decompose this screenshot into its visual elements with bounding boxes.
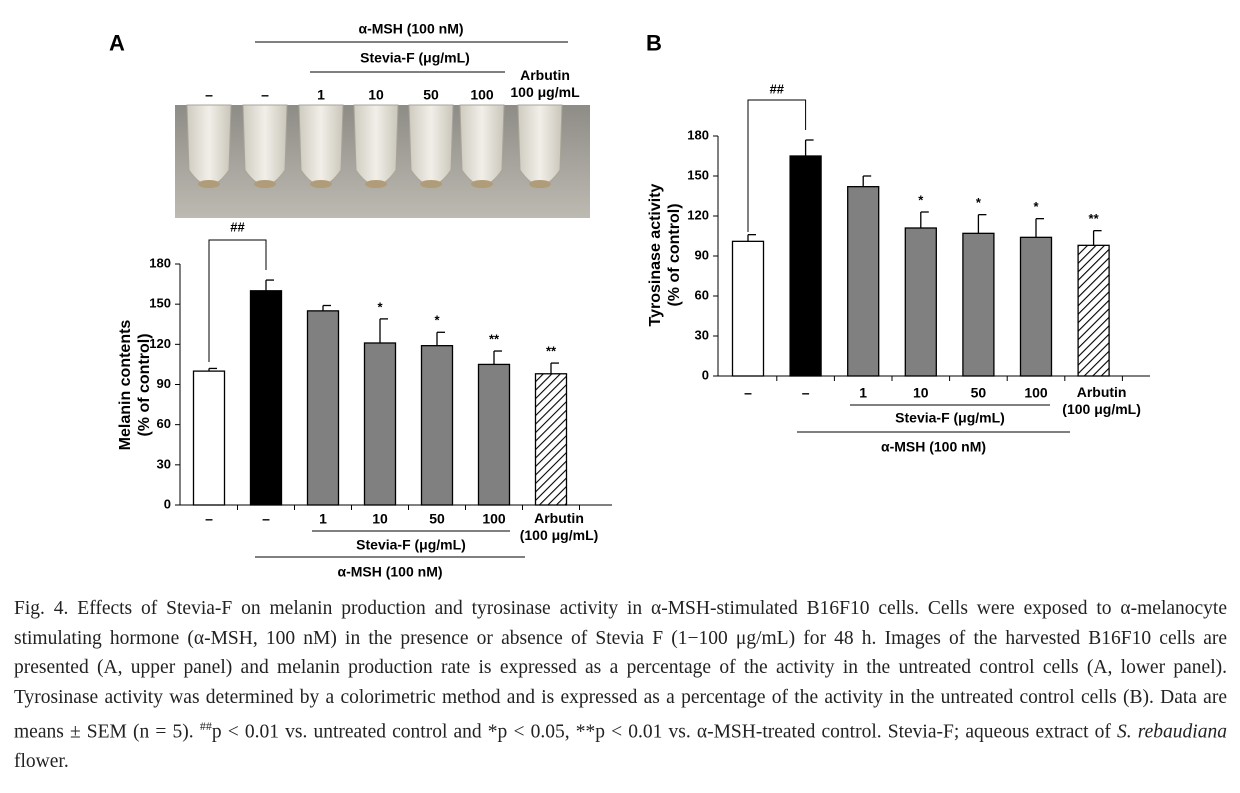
bar	[1077, 244, 1110, 377]
significance-label: **	[1089, 211, 1100, 226]
tube	[517, 104, 563, 186]
bar	[731, 240, 765, 377]
x-tick-label: 10	[913, 384, 929, 401]
bracket-label: ##	[770, 81, 785, 96]
lane-label: Arbutin 100 μg/mL	[510, 67, 580, 100]
y-tick-label: 30	[695, 327, 709, 342]
y-tick-label: 180	[149, 255, 171, 270]
bar	[534, 373, 568, 506]
cell-pellet	[310, 180, 332, 188]
cell-pellet	[198, 180, 220, 188]
x-tick-label: 100	[482, 510, 506, 527]
tube	[186, 104, 232, 186]
bar	[249, 290, 283, 506]
y-tick-label: 120	[687, 207, 709, 222]
x-tick-label: 50	[429, 510, 445, 527]
y-tick-label: 30	[157, 456, 171, 471]
significance-label: **	[546, 344, 557, 359]
lane-label: 1	[317, 86, 325, 103]
y-tick-label: 0	[702, 367, 709, 382]
bar	[477, 363, 511, 506]
caption-text: flower.	[14, 751, 69, 773]
cell-pellet	[254, 180, 276, 188]
tube	[353, 104, 399, 186]
caption: Fig. 4. Effects of Stevia-F on melanin p…	[14, 594, 1227, 777]
bar	[904, 227, 937, 377]
tube	[298, 104, 344, 186]
cell-pellet	[365, 180, 387, 188]
caption-text: p < 0.01 vs. untreated control and *p < …	[211, 721, 1118, 743]
bar	[789, 155, 822, 377]
x-tick-label: –	[262, 510, 270, 527]
significance-label: *	[918, 192, 924, 207]
group-label: Stevia-F (μg/mL)	[356, 536, 466, 553]
y-tick-label: 0	[164, 496, 171, 511]
x-tick-label: –	[744, 384, 752, 401]
x-tick-label: 10	[372, 510, 388, 527]
bracket	[747, 99, 807, 232]
treatment-label: α-MSH (100 nM)	[337, 563, 443, 580]
caption-species: S. rebaudiana	[1117, 721, 1227, 743]
significance-label: *	[976, 195, 982, 210]
y-tick-label: 90	[695, 247, 709, 262]
x-tick-label: –	[205, 510, 213, 527]
bar	[1019, 236, 1053, 377]
bar	[192, 370, 226, 506]
significance-label: *	[377, 299, 383, 314]
photo-subheader: Stevia-F (μg/mL)	[360, 49, 470, 66]
tube	[459, 104, 505, 186]
x-tick-label: Arbutin (100 μg/mL)	[519, 510, 599, 543]
x-tick-label: 100	[1024, 384, 1048, 401]
lane-label: 100	[470, 86, 494, 103]
cell-pellet	[529, 180, 551, 188]
y-tick-label: 90	[157, 376, 171, 391]
y-tick-label: 60	[157, 416, 171, 431]
y-axis-title: Tyrosinase activity (% of control)	[647, 183, 683, 327]
significance-label: *	[434, 313, 440, 328]
x-tick-label: 1	[859, 384, 868, 401]
y-axis-title: Melanin contents (% of control)	[117, 319, 153, 451]
significance-label: **	[489, 331, 500, 346]
bracket	[208, 239, 267, 362]
significance-label: *	[1033, 199, 1039, 214]
cell-pellet	[471, 180, 493, 188]
bar	[306, 310, 340, 506]
panel-letter: B	[646, 30, 662, 56]
lane-label: 50	[423, 86, 439, 103]
tube	[242, 104, 288, 186]
x-tick-label: –	[801, 384, 810, 401]
lane-label: 10	[368, 86, 384, 103]
group-label: Stevia-F (μg/mL)	[895, 409, 1005, 426]
photo-header: α-MSH (100 nM)	[358, 20, 464, 37]
treatment-label: α-MSH (100 nM)	[880, 438, 987, 455]
cell-pellet	[420, 180, 442, 188]
bar	[962, 232, 995, 377]
y-tick-label: 60	[695, 287, 709, 302]
bracket-label: ##	[230, 219, 245, 234]
caption-sup: ##	[199, 719, 212, 734]
y-tick-label: 180	[687, 127, 709, 142]
lane-label: –	[205, 86, 213, 103]
y-tick-label: 120	[149, 336, 171, 351]
bar	[847, 186, 880, 377]
x-tick-label: 50	[970, 384, 987, 401]
panel-letter: A	[109, 30, 125, 56]
tube	[408, 104, 454, 186]
x-tick-label: Arbutin (100 μg/mL)	[1062, 384, 1141, 417]
y-tick-label: 150	[687, 167, 709, 182]
caption-text: Fig. 4. Effects of Stevia-F on melanin p…	[14, 598, 1227, 743]
bar	[363, 342, 397, 506]
bar	[420, 345, 454, 506]
x-tick-label: 1	[319, 510, 327, 527]
lane-label: –	[261, 86, 269, 103]
y-tick-label: 150	[149, 296, 171, 311]
